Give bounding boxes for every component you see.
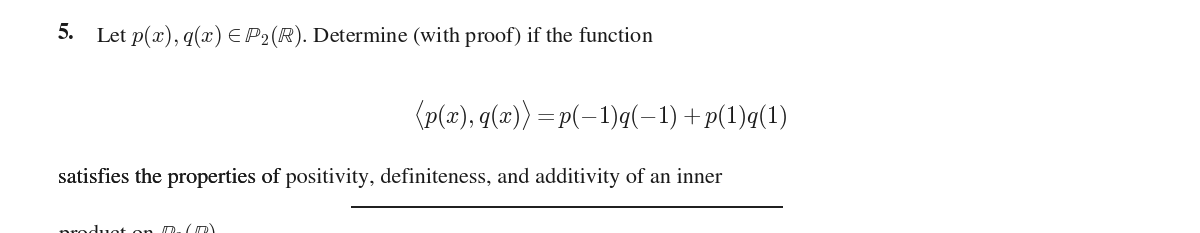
Text: product on $\mathbb{P}_2(\mathbb{R})$.: product on $\mathbb{P}_2(\mathbb{R})$. <box>58 221 222 233</box>
Text: satisfies the properties of positivity, definiteness, and additivity of an inner: satisfies the properties of positivity, … <box>58 168 722 188</box>
Text: $\langle p(x), q(x) \rangle = p(-1)q(-1) + p(1)q(1)$: $\langle p(x), q(x) \rangle = p(-1)q(-1)… <box>413 98 787 132</box>
Text: satisfies the properties of: satisfies the properties of <box>58 168 286 188</box>
Text: satisfies the properties of: satisfies the properties of <box>58 168 286 188</box>
Text: 5.: 5. <box>58 23 74 44</box>
Text: satisfies the properties of positivity, definiteness, and additivity: satisfies the properties of positivity, … <box>58 168 620 188</box>
Text: Let $p(x), q(x) \in \mathbb{P}_2(\mathbb{R})$. Determine (with proof) if the fun: Let $p(x), q(x) \in \mathbb{P}_2(\mathbb… <box>96 23 654 50</box>
